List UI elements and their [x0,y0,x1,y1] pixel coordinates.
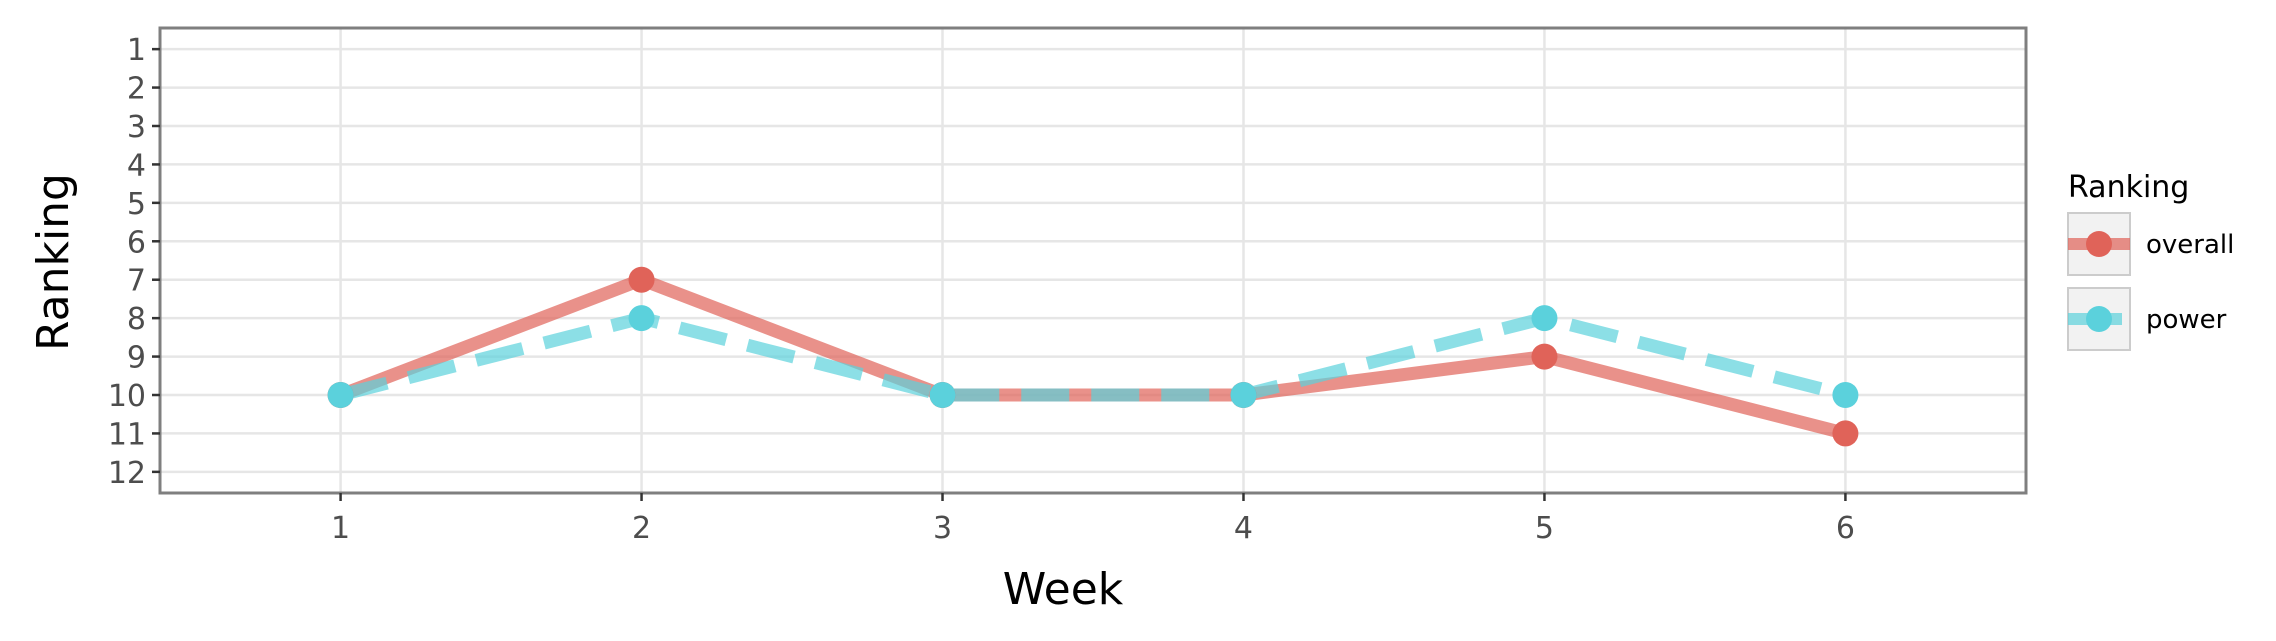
legend-title: Ranking [2068,170,2189,205]
legend-key-point-overall [2086,231,2112,257]
y-tick-label: 10 [108,379,146,414]
x-tick-label: 2 [632,511,651,546]
y-tick-label: 6 [127,225,146,260]
y-tick-label: 5 [127,187,146,222]
y-tick-label: 11 [108,417,146,452]
y-axis-title: Ranking [28,173,79,351]
x-tick-label: 1 [331,511,350,546]
data-point-power [1531,305,1558,332]
legend-key-point-power [2086,306,2112,332]
data-point-power [327,382,354,409]
y-tick-label: 3 [127,110,146,145]
legend-label-power: power [2146,305,2227,335]
y-tick-label: 1 [127,33,146,68]
data-point-power [929,382,956,409]
y-tick-label: 4 [127,148,146,183]
x-tick-label: 5 [1535,511,1554,546]
data-point-overall [1531,343,1558,370]
y-tick-label: 12 [108,456,146,491]
x-tick-label: 6 [1836,511,1855,546]
legend-label-overall: overall [2146,230,2234,260]
legend: Ranking overall power [2067,170,2234,351]
series-lines [338,273,1848,440]
data-point-power [1230,382,1257,409]
data-point-overall [628,266,655,293]
y-tick-label: 9 [127,341,146,376]
data-point-power [628,305,655,332]
x-tick-label: 4 [1234,511,1253,546]
data-point-power [1832,382,1859,409]
y-tick-label: 7 [127,264,146,299]
data-point-overall [1832,420,1859,447]
x-tick-label: 3 [933,511,952,546]
plot-panel-border [158,26,2028,495]
x-axis-title: Week [1003,564,1124,615]
series-line-power [338,311,1848,402]
y-tick-label: 2 [127,72,146,107]
data-points [327,266,1859,447]
y-tick-label: 8 [127,302,146,337]
